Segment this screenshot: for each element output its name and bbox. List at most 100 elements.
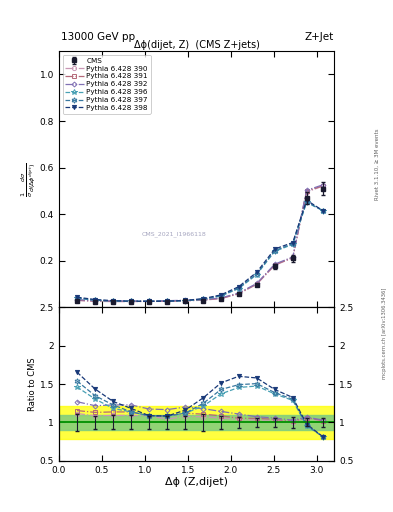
Pythia 6.428 398 [111,297,116,304]
Pythia 6.428 390 [304,189,309,195]
Pythia 6.428 390 [183,298,188,304]
Pythia 6.428 391 [304,188,309,195]
Line: Pythia 6.428 397: Pythia 6.428 397 [74,199,326,304]
Pythia 6.428 397 [93,297,97,303]
Pythia 6.428 392 [147,298,152,304]
Pythia 6.428 396 [201,296,206,303]
Line: Pythia 6.428 398: Pythia 6.428 398 [75,198,325,304]
Pythia 6.428 391 [75,297,79,303]
Pythia 6.428 391 [129,298,134,305]
Pythia 6.428 396 [219,293,223,299]
Pythia 6.428 392 [254,281,259,287]
Pythia 6.428 391 [93,298,97,304]
Pythia 6.428 391 [236,291,241,297]
Pythia 6.428 398 [201,295,206,302]
Pythia 6.428 392 [236,290,241,296]
Line: Pythia 6.428 392: Pythia 6.428 392 [75,183,325,303]
Pythia 6.428 397 [304,199,309,205]
Text: CMS_2021_I1966118: CMS_2021_I1966118 [142,231,207,237]
Pythia 6.428 390 [165,298,170,305]
Pythia 6.428 392 [75,296,79,303]
Pythia 6.428 392 [129,298,134,304]
Pythia 6.428 396 [165,298,170,304]
Pythia 6.428 396 [290,241,295,247]
Pythia 6.428 390 [75,297,79,304]
Text: mcplots.cern.ch [arXiv:1306.3436]: mcplots.cern.ch [arXiv:1306.3436] [382,287,387,378]
Title: Δϕ(dijet, Z)  (CMS Z+jets): Δϕ(dijet, Z) (CMS Z+jets) [134,40,259,50]
Pythia 6.428 390 [290,255,295,261]
Pythia 6.428 391 [290,254,295,261]
Y-axis label: $\frac{1}{\sigma}\frac{d\sigma}{d(\Delta\phi^{dijet})}$: $\frac{1}{\sigma}\frac{d\sigma}{d(\Delta… [20,162,39,197]
Pythia 6.428 390 [321,183,325,189]
Pythia 6.428 397 [254,271,259,277]
Pythia 6.428 392 [304,187,309,194]
Pythia 6.428 396 [304,199,309,205]
Text: Rivet 3.1.10, ≥ 3M events: Rivet 3.1.10, ≥ 3M events [375,128,380,200]
Pythia 6.428 398 [272,246,277,252]
Pythia 6.428 398 [129,298,134,304]
Pythia 6.428 397 [219,292,223,298]
Pythia 6.428 397 [201,296,206,302]
Pythia 6.428 390 [254,281,259,287]
Pythia 6.428 390 [93,298,97,305]
Pythia 6.428 398 [321,207,325,214]
Pythia 6.428 397 [272,248,277,254]
Pythia 6.428 392 [219,295,223,301]
Pythia 6.428 396 [321,207,325,214]
Pythia 6.428 391 [254,281,259,287]
Pythia 6.428 392 [321,182,325,188]
Pythia 6.428 396 [75,295,79,302]
Pythia 6.428 391 [165,298,170,304]
Pythia 6.428 390 [236,291,241,297]
Line: Pythia 6.428 390: Pythia 6.428 390 [75,184,325,304]
Pythia 6.428 392 [111,298,116,304]
Pythia 6.428 390 [219,295,223,302]
Pythia 6.428 390 [147,298,152,305]
Legend: CMS, Pythia 6.428 390, Pythia 6.428 391, Pythia 6.428 392, Pythia 6.428 396, Pyt: CMS, Pythia 6.428 390, Pythia 6.428 391,… [62,55,151,114]
Pythia 6.428 396 [183,297,188,304]
Pythia 6.428 396 [254,271,259,278]
Pythia 6.428 398 [219,292,223,298]
Pythia 6.428 397 [147,298,152,305]
Y-axis label: Ratio to CMS: Ratio to CMS [28,357,37,411]
Pythia 6.428 398 [93,296,97,303]
Pythia 6.428 392 [290,254,295,260]
Pythia 6.428 397 [236,285,241,291]
Pythia 6.428 397 [290,241,295,247]
X-axis label: Δϕ (Z,dijet): Δϕ (Z,dijet) [165,477,228,487]
Pythia 6.428 397 [75,295,79,301]
Text: 13000 GeV pp: 13000 GeV pp [61,32,135,42]
Pythia 6.428 392 [93,297,97,304]
Bar [59,406,334,439]
Pythia 6.428 392 [183,297,188,303]
Pythia 6.428 391 [321,183,325,189]
Bar [59,415,334,430]
Pythia 6.428 390 [201,297,206,303]
Pythia 6.428 390 [272,262,277,268]
Pythia 6.428 396 [111,298,116,304]
Pythia 6.428 398 [147,298,152,305]
Pythia 6.428 391 [219,295,223,302]
Pythia 6.428 391 [183,297,188,304]
Pythia 6.428 391 [201,297,206,303]
Pythia 6.428 390 [129,298,134,305]
Pythia 6.428 396 [236,286,241,292]
Pythia 6.428 398 [75,294,79,300]
Pythia 6.428 397 [165,298,170,304]
Pythia 6.428 398 [236,284,241,290]
Line: Pythia 6.428 391: Pythia 6.428 391 [75,184,325,304]
Pythia 6.428 391 [111,298,116,305]
Pythia 6.428 398 [183,297,188,304]
Pythia 6.428 396 [93,297,97,303]
Pythia 6.428 390 [111,298,116,305]
Pythia 6.428 392 [201,296,206,303]
Pythia 6.428 398 [165,298,170,304]
Pythia 6.428 392 [272,261,277,267]
Pythia 6.428 392 [165,297,170,304]
Text: Z+Jet: Z+Jet [304,32,333,42]
Pythia 6.428 397 [129,298,134,305]
Pythia 6.428 397 [111,298,116,304]
Pythia 6.428 396 [129,298,134,305]
Pythia 6.428 396 [272,248,277,254]
Pythia 6.428 396 [147,298,152,305]
